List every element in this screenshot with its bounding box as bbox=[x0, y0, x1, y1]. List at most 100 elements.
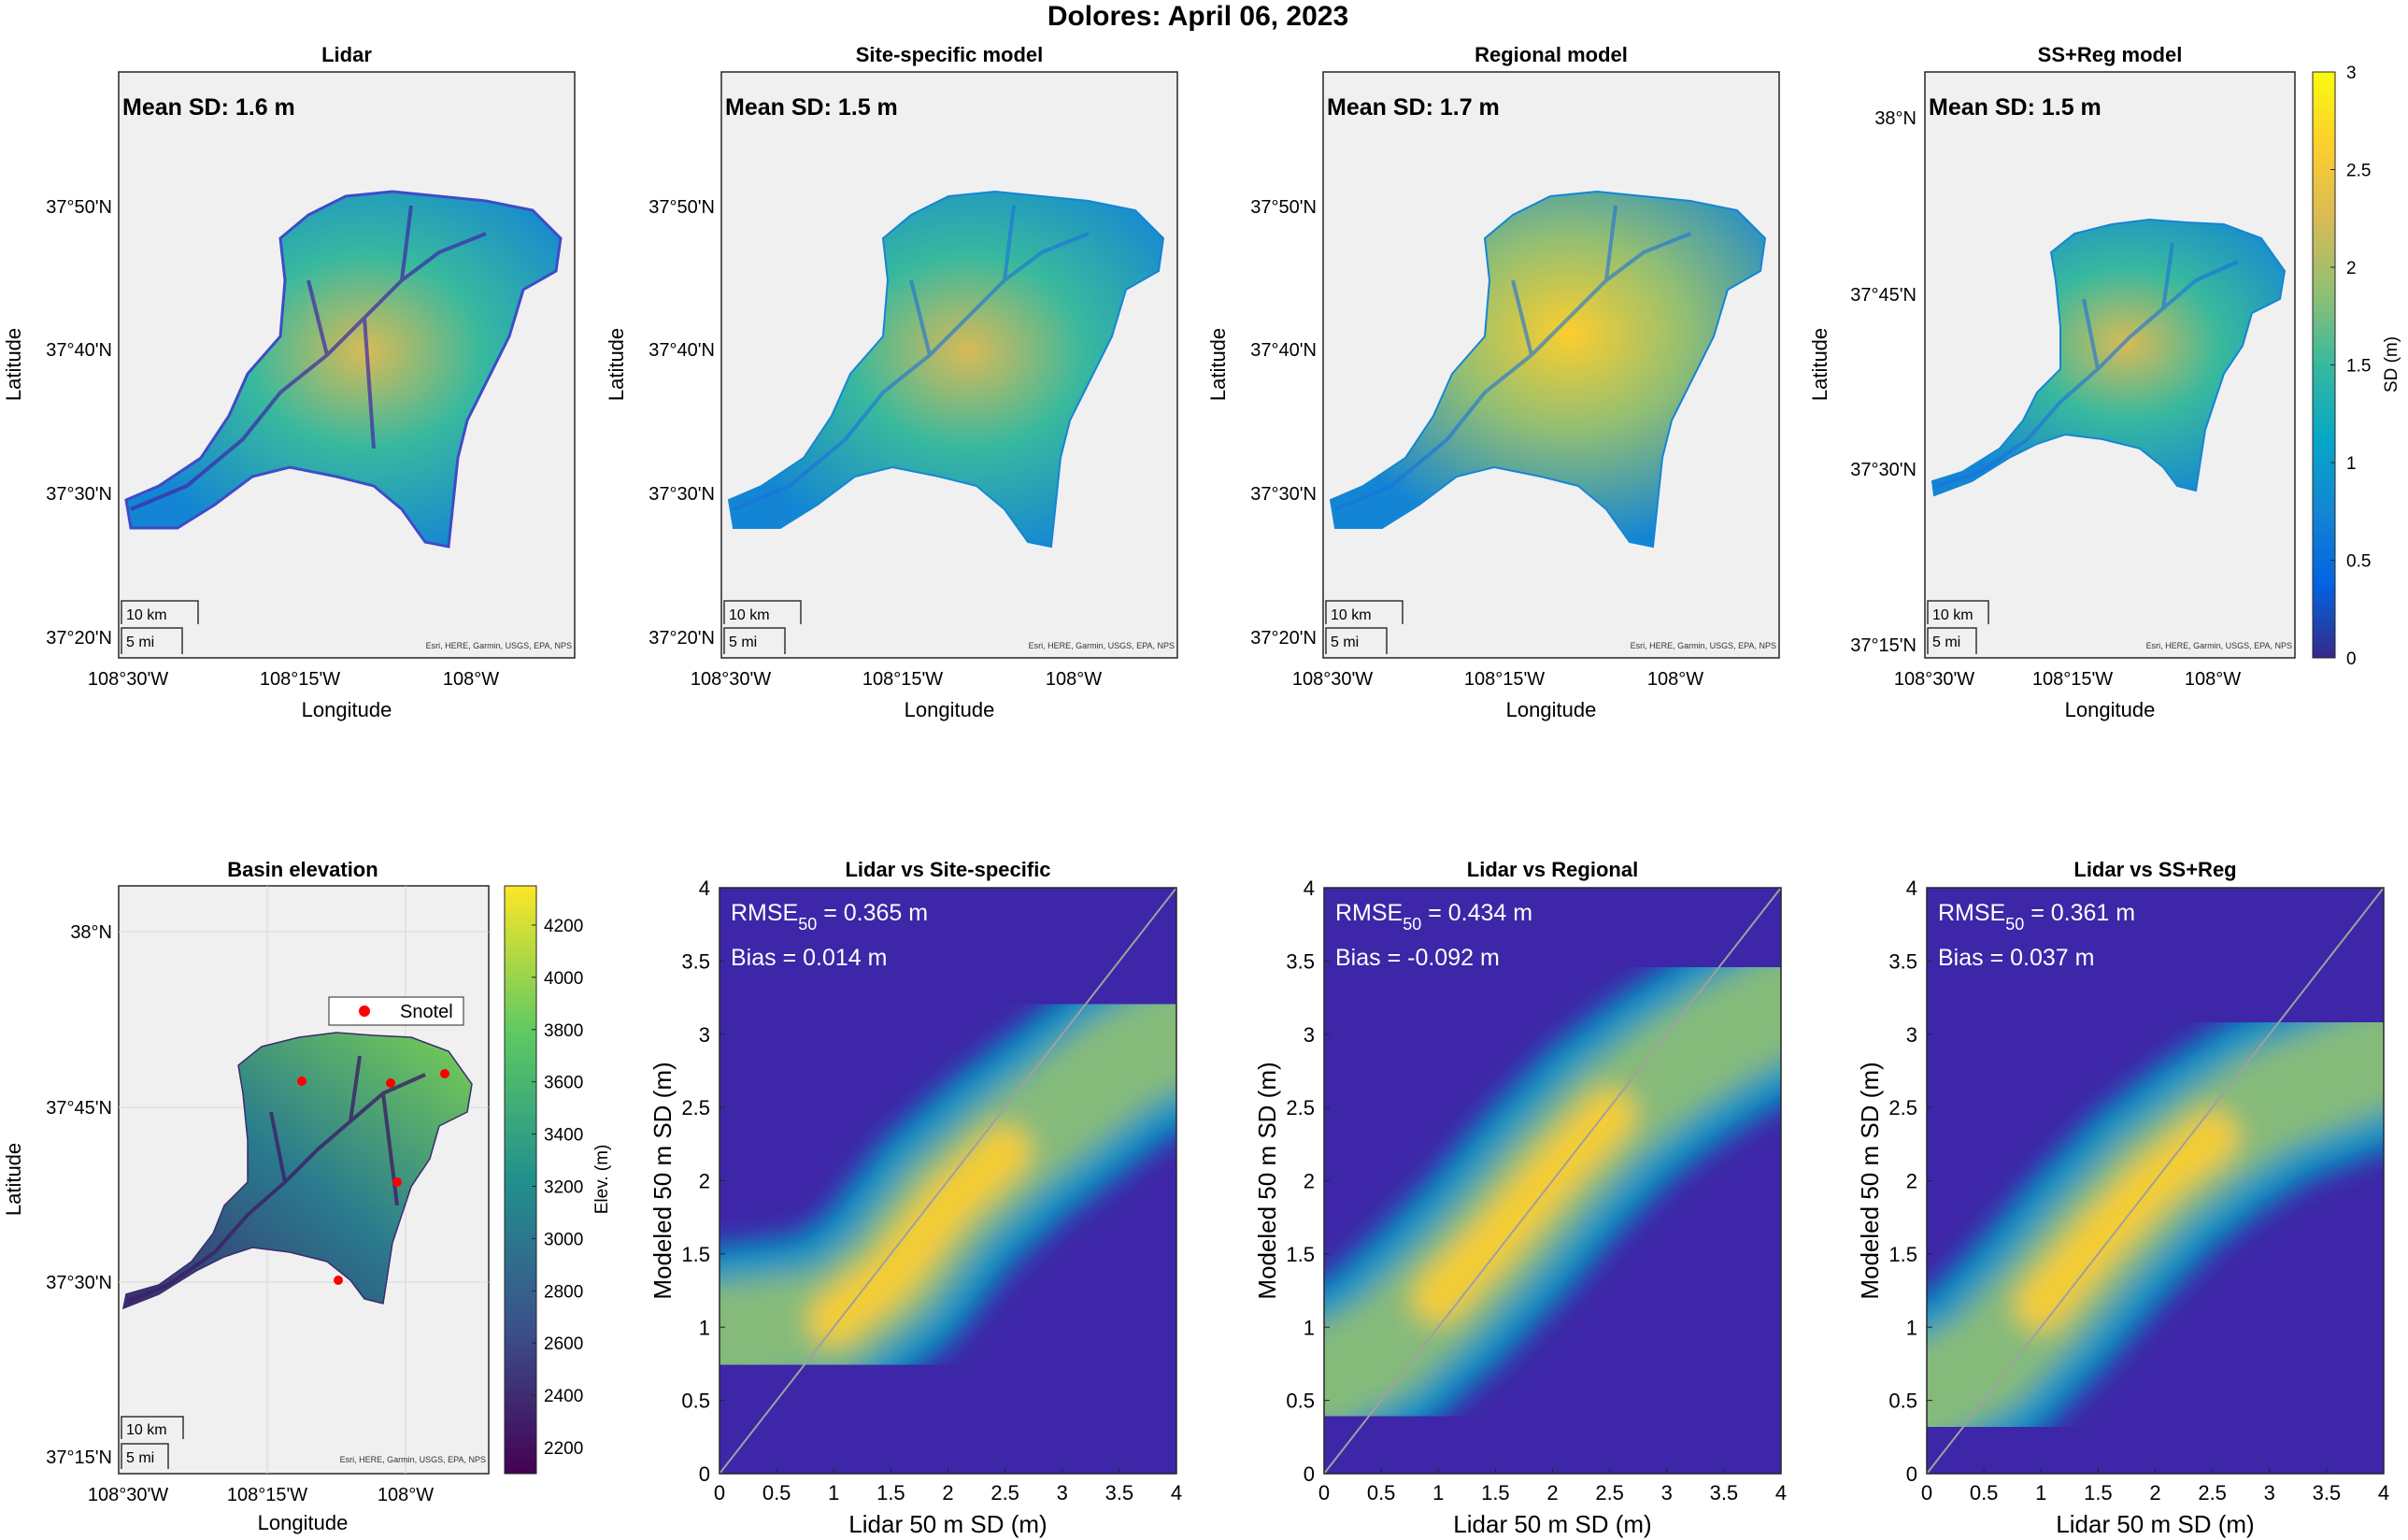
x-tick: 108°W bbox=[1647, 669, 1703, 690]
y-tick: 37°30'N bbox=[1850, 460, 1916, 480]
y-tick: 37°45'N bbox=[1850, 285, 1916, 306]
y-tick: 37°20'N bbox=[46, 628, 112, 649]
y-tick: 37°30'N bbox=[46, 1273, 112, 1293]
y-tick-label: 1 bbox=[1304, 1316, 1315, 1339]
svg-text:10 km: 10 km bbox=[729, 607, 770, 623]
x-tick: 108°15'W bbox=[862, 669, 943, 690]
svg-text:10 km: 10 km bbox=[126, 607, 167, 623]
one-to-one-line bbox=[1323, 887, 1782, 1475]
y-axis-label: Modeled 50 m SD (m) bbox=[1856, 1062, 1884, 1299]
scale-bar: 10 km 5 mi bbox=[723, 600, 802, 654]
y-tick: 37°15'N bbox=[46, 1447, 112, 1468]
sd-colorbar: 0 0.5 1 1.5 2 2.5 3 SD (m) bbox=[2312, 64, 2401, 669]
y-tick-label: 1.5 bbox=[681, 1243, 710, 1266]
river-network bbox=[128, 1055, 426, 1303]
y-axis-label: Latitude bbox=[2, 1143, 25, 1216]
x-tick-label: 2 bbox=[942, 1481, 953, 1504]
colorbar-tick-label: 0 bbox=[2346, 649, 2357, 669]
y-tick-label: 0.5 bbox=[1286, 1390, 1315, 1413]
y-tick-label: 2 bbox=[1906, 1170, 1917, 1193]
svg-text:10 km: 10 km bbox=[1331, 607, 1372, 623]
y-tick: 37°20'N bbox=[648, 628, 715, 649]
mean-sd-label: Mean SD: 1.7 m bbox=[1327, 94, 1500, 121]
attribution: Esri, HERE, Garmin, USGS, EPA, NPS bbox=[340, 1455, 486, 1464]
y-tick-label: 0 bbox=[699, 1462, 710, 1486]
river-network bbox=[733, 205, 1090, 511]
x-tick-label: 4 bbox=[1775, 1481, 1787, 1504]
basin-shape bbox=[1329, 190, 1767, 549]
elevation-colorbar: 2200 2400 2600 2800 3000 3200 3400 3600 3800 4000… bbox=[504, 885, 612, 1475]
x-tick: 108°W bbox=[1046, 669, 1102, 690]
one-to-one-line bbox=[1926, 887, 2385, 1475]
y-tick-label: 0 bbox=[1304, 1462, 1315, 1486]
basin-shape bbox=[124, 190, 563, 549]
y-tick-label: 1 bbox=[699, 1316, 710, 1339]
x-tick: 108°30'W bbox=[88, 669, 168, 690]
y-tick-label: 3.5 bbox=[681, 949, 710, 973]
attribution: Esri, HERE, Garmin, USGS, EPA, NPS bbox=[2146, 641, 2292, 650]
x-tick-label: 3.5 bbox=[1710, 1481, 1739, 1504]
attribution: Esri, HERE, Garmin, USGS, EPA, NPS bbox=[1631, 641, 1776, 650]
y-axis-label: Latitude bbox=[1808, 328, 1831, 401]
x-tick: 108°15'W bbox=[1464, 669, 1545, 690]
x-tick-label: 4 bbox=[1171, 1481, 1182, 1504]
x-axis-label: Longitude bbox=[258, 1511, 349, 1534]
y-axis-label: Modeled 50 m SD (m) bbox=[648, 1062, 677, 1299]
panel-title: Lidar bbox=[321, 43, 372, 66]
y-tick-label: 1 bbox=[1906, 1316, 1917, 1339]
bias-label: Bias = 0.014 m bbox=[731, 945, 887, 971]
x-tick-label: 4 bbox=[2378, 1481, 2389, 1504]
y-tick: 37°20'N bbox=[1250, 628, 1317, 649]
panel-title: Basin elevation bbox=[227, 858, 378, 881]
river-network bbox=[1334, 205, 1691, 511]
attribution: Esri, HERE, Garmin, USGS, EPA, NPS bbox=[426, 641, 572, 650]
svg-text:5 mi: 5 mi bbox=[126, 1450, 154, 1466]
x-tick-label: 0.5 bbox=[762, 1481, 791, 1504]
x-tick-label: 2 bbox=[2149, 1481, 2160, 1504]
y-tick: 38°N bbox=[70, 922, 112, 943]
x-tick-label: 1 bbox=[1432, 1481, 1444, 1504]
y-tick-label: 3 bbox=[1906, 1023, 1917, 1047]
colorbar-gradient bbox=[504, 885, 537, 1475]
y-tick: 37°40'N bbox=[648, 340, 715, 361]
legend: Snotel bbox=[328, 996, 464, 1026]
colorbar-tick-label: 1.5 bbox=[2346, 357, 2371, 377]
colorbar-tick-label: 3 bbox=[2346, 64, 2357, 83]
x-tick: 108°15'W bbox=[2032, 669, 2113, 690]
panel-title: Site-specific model bbox=[856, 43, 1044, 66]
y-axis-label: Latitude bbox=[1206, 328, 1230, 401]
x-axis-label: Longitude bbox=[905, 698, 995, 721]
x-tick-label: 1.5 bbox=[1481, 1481, 1510, 1504]
x-tick: 108°W bbox=[378, 1485, 434, 1505]
y-axis-label: Latitude bbox=[605, 328, 628, 401]
x-tick-label: 3.5 bbox=[2313, 1481, 2342, 1504]
colorbar-tick-label: 2600 bbox=[544, 1334, 583, 1354]
x-tick-label: 1.5 bbox=[2084, 1481, 2113, 1504]
y-tick-label: 2 bbox=[699, 1170, 710, 1193]
colorbar-tick-label: 3200 bbox=[544, 1177, 583, 1197]
y-tick-label: 1.5 bbox=[1286, 1243, 1315, 1266]
scale-bar: 10 km 5 mi bbox=[1325, 600, 1403, 654]
legend-label: Snotel bbox=[400, 1002, 453, 1022]
x-tick: 108°30'W bbox=[691, 669, 771, 690]
map-panel-regional: Regional model Mean SD: 1.7 m 10 km 5 mi… bbox=[1206, 43, 1780, 721]
y-tick: 37°30'N bbox=[46, 484, 112, 505]
x-tick-label: 3 bbox=[1661, 1481, 1673, 1504]
x-tick: 108°W bbox=[443, 669, 499, 690]
x-tick-label: 0 bbox=[714, 1481, 725, 1504]
bias-label: Bias = -0.092 m bbox=[1335, 945, 1500, 971]
y-tick: 37°50'N bbox=[46, 197, 112, 218]
y-tick-label: 0.5 bbox=[1888, 1390, 1917, 1413]
colorbar-tick-label: 1 bbox=[2346, 454, 2357, 474]
mean-sd-label: Mean SD: 1.6 m bbox=[122, 94, 295, 121]
y-tick-label: 4 bbox=[1906, 877, 1917, 900]
x-tick-label: 3 bbox=[2264, 1481, 2275, 1504]
colorbar-tick-label: 2800 bbox=[544, 1282, 583, 1302]
scatter-panel-site-specific: Lidar vs Site-specific 00 0.5 0.5 1 1 1.5 1.5 2 2… bbox=[648, 858, 1182, 1538]
x-tick-label: 2.5 bbox=[2198, 1481, 2227, 1504]
x-axis-label: Longitude bbox=[2065, 698, 2156, 721]
x-tick-label: 2 bbox=[1546, 1481, 1558, 1504]
y-tick: 37°30'N bbox=[1250, 484, 1317, 505]
y-axis-label: Latitude bbox=[2, 328, 25, 401]
